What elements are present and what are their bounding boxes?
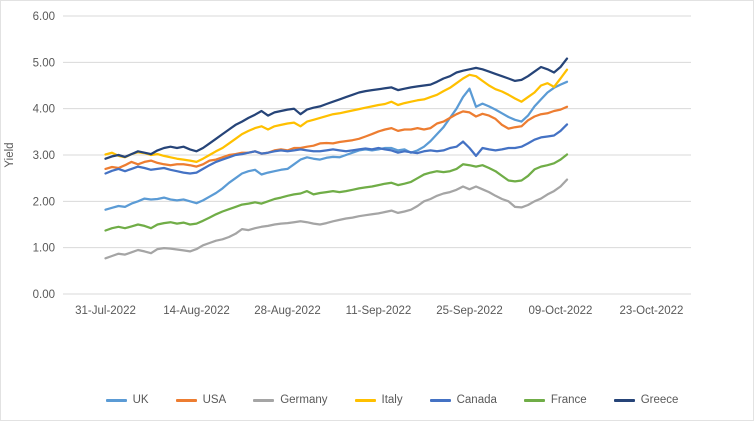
x-tick-label: 23-Oct-2022 — [620, 305, 684, 317]
legend-label: Italy — [381, 393, 403, 406]
series-line-france — [104, 153, 569, 232]
series-line-uk — [104, 80, 569, 211]
legend: UK USA Germany Italy Canada France Greece — [1, 393, 753, 407]
legend-item-usa: USA — [175, 393, 227, 407]
y-tick-label: 1.00 — [33, 243, 55, 255]
series-line-canada — [104, 123, 569, 175]
legend-label: France — [550, 393, 587, 406]
legend-marker-france-icon — [523, 398, 545, 402]
legend-label: UK — [132, 393, 149, 406]
legend-item-greece: Greece — [613, 393, 679, 407]
x-tick-label: 14-Aug-2022 — [163, 305, 230, 317]
y-tick-label: 3.00 — [33, 150, 55, 162]
series-line-usa — [104, 105, 569, 171]
series-line-germany — [104, 178, 569, 260]
legend-label: USA — [202, 393, 227, 406]
x-tick-label: 28-Aug-2022 — [254, 305, 321, 317]
legend-marker-germany-icon — [253, 398, 275, 402]
y-tick-label: 0.00 — [33, 289, 55, 301]
y-tick-label: 4.00 — [33, 104, 55, 116]
y-tick-label: 2.00 — [33, 196, 55, 208]
legend-item-italy: Italy — [354, 393, 403, 407]
y-tick-label: 6.00 — [33, 11, 55, 23]
x-tick-label: 09-Oct-2022 — [529, 305, 593, 317]
legend-marker-canada-icon — [429, 398, 451, 402]
legend-item-uk: UK — [105, 393, 149, 407]
legend-marker-usa-icon — [175, 398, 197, 402]
legend-label: Germany — [280, 393, 328, 406]
series-line-italy — [104, 68, 569, 164]
legend-marker-italy-icon — [354, 398, 376, 402]
legend-marker-greece-icon — [613, 398, 635, 402]
legend-label: Canada — [456, 393, 497, 406]
x-tick-label: 31-Jul-2022 — [75, 305, 136, 317]
legend-item-canada: Canada — [429, 393, 497, 407]
y-axis-title: Yield — [4, 142, 16, 167]
legend-label: Greece — [640, 393, 679, 406]
legend-marker-uk-icon — [105, 398, 127, 402]
legend-item-france: France — [523, 393, 587, 407]
legend-item-germany: Germany — [253, 393, 328, 407]
x-tick-label: 25-Sep-2022 — [436, 305, 503, 317]
x-tick-label: 11-Sep-2022 — [346, 305, 412, 317]
series-line-greece — [104, 57, 569, 160]
y-tick-label: 5.00 — [33, 57, 55, 69]
